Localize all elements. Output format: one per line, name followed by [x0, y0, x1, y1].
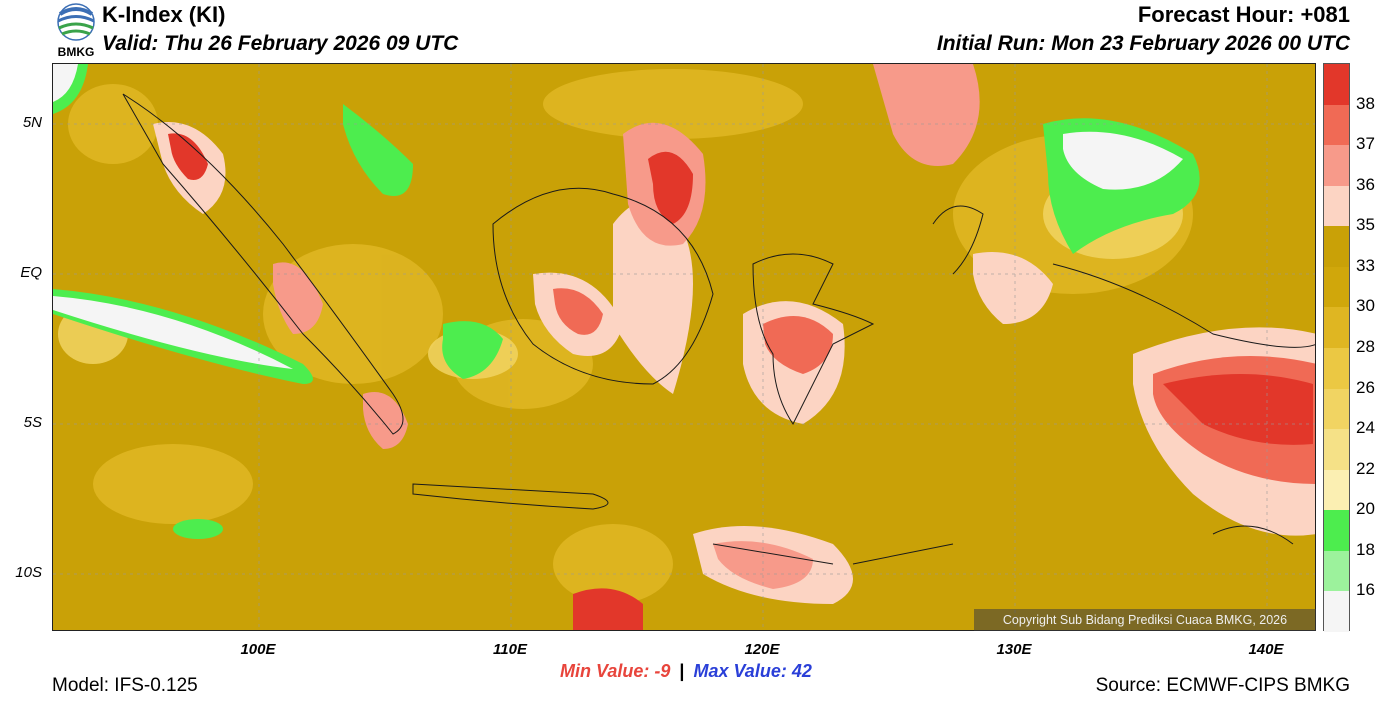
- colorbar-label: 24: [1356, 418, 1375, 438]
- source-info: Source: ECMWF-CIPS BMKG: [1095, 675, 1350, 696]
- initial-run: Initial Run: Mon 23 February 2026 00 UTC: [936, 32, 1350, 55]
- colorbar-label: 18: [1356, 539, 1375, 559]
- copyright-notice: Copyright Sub Bidang Prediksi Cuaca BMKG…: [974, 609, 1316, 631]
- max-label: Max Value:: [693, 661, 787, 681]
- colorbar-segment: [1324, 469, 1349, 511]
- lon-label-110e: 110E: [493, 641, 527, 658]
- colorbar-segment: [1324, 104, 1349, 146]
- colorbar-segment: [1324, 550, 1349, 592]
- colorbar-segment: [1324, 429, 1349, 470]
- sulawesi-outline: [752, 253, 875, 425]
- colorbar-label: 22: [1356, 458, 1375, 478]
- forecast-hour: Forecast Hour: +081: [1137, 2, 1350, 27]
- lat-label-10s: 10S: [15, 564, 42, 581]
- model-info: Model: IFS-0.125: [52, 675, 198, 696]
- colorbar-label: 28: [1356, 337, 1375, 356]
- colorbar-segment: [1324, 64, 1349, 105]
- halmahera-outline: [932, 205, 984, 275]
- borneo-outline: [492, 187, 714, 385]
- high-zones: [153, 64, 1315, 630]
- java-outline: [412, 483, 609, 510]
- colorbar-label: 30: [1356, 296, 1375, 316]
- colorbar-label: 35: [1356, 215, 1375, 235]
- colorbar-label: 20: [1356, 499, 1375, 519]
- coastlines: [122, 93, 1315, 565]
- valid-time: Valid: Thu 26 February 2026 09 UTC: [102, 32, 459, 55]
- min-max-values: Min Value: -9 | Max Value: 42: [560, 661, 812, 682]
- min-value: -9: [654, 661, 671, 681]
- colorbar-segment: [1324, 510, 1349, 551]
- max-value: 42: [791, 661, 812, 681]
- grid-lines: [53, 64, 1315, 630]
- bmkg-logo: BMKG: [52, 2, 100, 60]
- colorbar-label: 16: [1356, 580, 1375, 600]
- colorbar-label: 33: [1356, 255, 1375, 275]
- colorbar-segment: [1324, 348, 1349, 389]
- lon-label-100e: 100E: [240, 641, 276, 658]
- colorbar-label: 38: [1356, 93, 1375, 113]
- lat-label-5s: 5S: [23, 414, 42, 431]
- colorbar-segment: [1324, 145, 1349, 186]
- colorbar-label: 36: [1356, 174, 1375, 194]
- lon-label-140e: 140E: [1248, 641, 1284, 658]
- papua-outline: [1052, 263, 1315, 545]
- colorbar-segment: [1324, 185, 1349, 227]
- colorbar-segment: [1324, 307, 1349, 348]
- chart-title: K-Index (KI): [102, 2, 226, 27]
- lat-label-eq: EQ: [20, 264, 42, 281]
- k-index-map: [52, 63, 1316, 631]
- lon-label-130e: 130E: [996, 641, 1032, 658]
- colorbar: [1323, 63, 1350, 632]
- lat-label-5n: 5N: [22, 114, 42, 131]
- low-zones: [53, 64, 1200, 539]
- lon-label-120e: 120E: [744, 641, 780, 658]
- min-label: Min Value:: [560, 661, 650, 681]
- colorbar-label: 26: [1356, 377, 1375, 397]
- colorbar-segment: [1324, 388, 1349, 430]
- colorbar-segment: [1324, 266, 1349, 308]
- colorbar-label: 37: [1356, 134, 1375, 154]
- separator: |: [679, 661, 685, 681]
- logo-text: BMKG: [57, 45, 95, 59]
- colorbar-segment: [1324, 591, 1349, 632]
- nusa-tenggara-outline: [712, 543, 954, 565]
- colorbar-segment: [1324, 226, 1349, 267]
- sumatra-outline: [122, 93, 404, 435]
